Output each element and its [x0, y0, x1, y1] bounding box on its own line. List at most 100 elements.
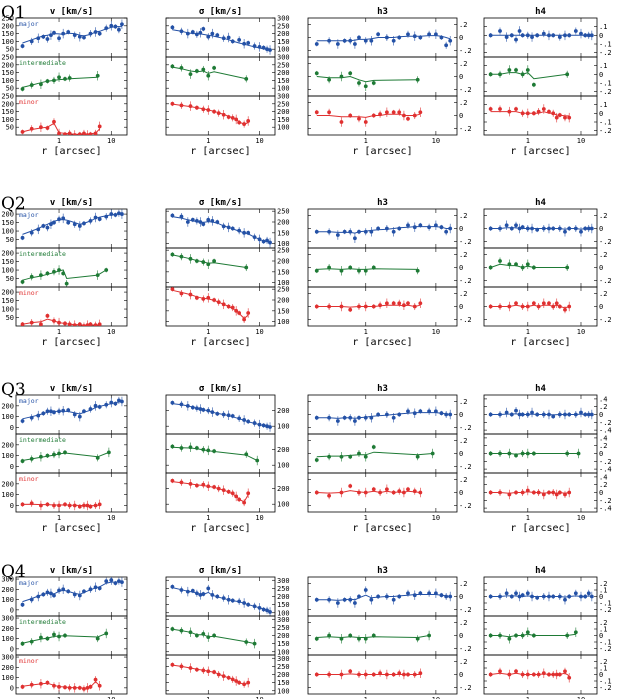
data-point: [194, 633, 199, 638]
data-point: [221, 412, 226, 417]
data-point: [255, 458, 260, 463]
y-tick-label: 0: [459, 264, 463, 272]
panel-column-sigma: σ [km/s]10015020025010015020025010015020…: [165, 198, 290, 348]
x-tick-label: 1: [364, 514, 368, 522]
x-tick-label: 1: [364, 328, 368, 336]
data-point: [363, 636, 368, 641]
data-point: [314, 415, 319, 420]
data-point: [357, 81, 361, 85]
y-tick-label: 0: [10, 645, 14, 653]
x-tick-label: 1: [206, 696, 210, 699]
y-tick-label: 150: [1, 30, 14, 38]
y-tick-label: 0: [10, 424, 14, 432]
data-point: [77, 685, 82, 690]
data-point: [104, 214, 109, 219]
data-point: [327, 633, 332, 638]
data-point: [20, 419, 25, 423]
model-line: [316, 412, 451, 419]
data-point: [52, 593, 56, 598]
data-point: [82, 221, 86, 226]
profile-label: major: [19, 397, 39, 405]
data-point: [531, 301, 536, 306]
data-point: [52, 683, 56, 688]
data-point: [45, 409, 50, 414]
y-tick-label: 50: [6, 314, 14, 322]
data-point: [348, 633, 353, 638]
data-point: [109, 578, 114, 582]
data-point: [201, 482, 206, 487]
data-point: [418, 409, 423, 414]
data-point: [397, 671, 402, 676]
data-point: [541, 594, 546, 599]
data-point: [77, 322, 82, 326]
y-tick-label: -.2: [459, 463, 472, 471]
panel-title: h4: [535, 384, 546, 394]
data-point: [520, 225, 525, 230]
y-tick-label: 200: [277, 485, 290, 493]
y-tick-label: .4: [599, 434, 607, 442]
data-point: [488, 304, 493, 309]
data-point: [212, 259, 217, 263]
data-point: [348, 229, 353, 234]
y-tick-label: .1: [599, 23, 607, 31]
model-line: [172, 289, 249, 320]
data-point: [391, 38, 396, 43]
data-point: [520, 412, 525, 417]
data-point: [551, 672, 556, 677]
data-point: [170, 444, 175, 449]
data-point: [412, 113, 417, 118]
y-tick-label: .2: [459, 580, 467, 588]
data-point: [563, 492, 567, 497]
data-point: [206, 262, 211, 267]
data-point: [589, 594, 594, 599]
x-axis-label: r [arcsec]: [190, 146, 250, 157]
data-point: [586, 412, 591, 417]
data-point: [397, 412, 402, 417]
data-point: [439, 35, 444, 40]
data-point: [525, 591, 530, 596]
y-tick-label: 100: [1, 77, 14, 85]
data-point: [314, 597, 319, 602]
subpanel-minor: 0 100 200 1 10 minor: [1, 472, 128, 522]
data-point: [541, 492, 546, 497]
data-point: [29, 126, 34, 131]
data-point: [530, 35, 534, 39]
panel-title: h3: [377, 198, 388, 208]
y-tick-label: .1: [599, 62, 607, 70]
model-line: [22, 269, 107, 281]
y-tick-label: .4: [599, 473, 607, 481]
data-point: [194, 667, 199, 672]
data-point: [531, 490, 536, 495]
data-point: [49, 222, 53, 227]
y-tick-label: 0: [459, 411, 463, 419]
data-point: [507, 262, 512, 267]
data-point: [517, 594, 522, 599]
data-point: [563, 229, 567, 234]
data-point: [244, 640, 249, 644]
data-point: [179, 402, 184, 407]
data-point: [242, 500, 247, 505]
subpanel-major: -.2 0 .2: [307, 17, 472, 58]
data-point: [45, 225, 50, 230]
data-point: [52, 78, 56, 83]
data-point: [448, 38, 453, 43]
y-tick-label: 200: [1, 625, 14, 633]
data-point: [113, 401, 118, 406]
x-tick-label: 10: [107, 696, 115, 699]
data-point: [583, 33, 588, 38]
data-point: [212, 670, 217, 674]
subpanel-frame: [307, 56, 458, 97]
data-point: [185, 31, 190, 36]
data-point: [234, 679, 239, 683]
data-point: [246, 419, 251, 424]
y-tick-label: 100: [277, 240, 290, 248]
data-point: [39, 635, 43, 640]
data-point: [201, 222, 206, 227]
y-tick-label: -.2: [599, 645, 612, 653]
y-tick-label: 0: [599, 632, 603, 640]
data-point: [85, 685, 90, 690]
subpanel-minor: -.2-.10.1.2 1 10: [483, 654, 612, 699]
